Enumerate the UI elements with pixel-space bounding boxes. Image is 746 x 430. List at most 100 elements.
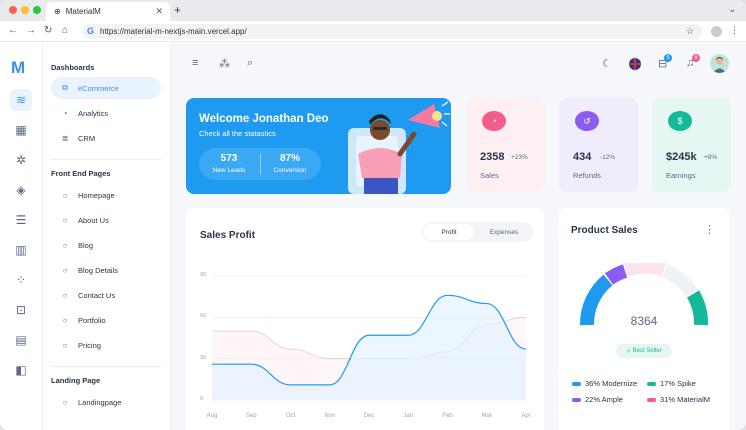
apps-rail-icon[interactable]: ✲ <box>15 153 27 167</box>
sales-label: Sales <box>480 171 499 180</box>
chart-icon: ◔ <box>62 108 68 118</box>
x-tick-label: Oct <box>285 413 296 419</box>
sales-profit-chart <box>211 275 527 401</box>
legend-label: 36% Modernize <box>585 379 638 388</box>
sales-value: 2358 <box>480 151 505 163</box>
circle-icon: ○ <box>62 240 68 250</box>
sidebar-item-analytics[interactable]: ◔ Analytics <box>51 102 161 124</box>
sidebar-item-label: Portfolio <box>78 315 106 325</box>
conversion-label: Conversion <box>273 167 307 174</box>
close-window-button[interactable] <box>9 6 17 14</box>
apps-icon[interactable]: ⁂ <box>219 58 230 70</box>
sidebar-item-label: About Us <box>78 215 109 225</box>
menu-icon[interactable]: ≡ <box>192 57 199 69</box>
widgets-rail-icon[interactable]: ⁘ <box>15 273 27 287</box>
sidebar-item-crm[interactable]: ≣ CRM <box>51 127 161 149</box>
moon-icon[interactable]: ☾ <box>602 58 612 70</box>
bookmark-star-icon[interactable]: ☆ <box>686 26 695 36</box>
sales-card: ◔ 2358 +23% Sales <box>466 98 545 192</box>
charts-rail-icon[interactable]: ▥ <box>15 243 27 257</box>
legend-ample: 22% Ample <box>572 395 623 404</box>
sidebar-toggle-rail-icon[interactable]: ◧ <box>15 363 27 377</box>
layers-icon: ⧉ <box>62 83 68 92</box>
earnings-value: $245k <box>666 151 697 163</box>
x-tick-label: Nov <box>324 413 336 419</box>
reload-icon[interactable]: ↻ <box>44 25 53 36</box>
materialm-logo[interactable]: M <box>11 58 26 77</box>
url-text: https://material-m-nextjs-main.vercel.ap… <box>100 27 247 36</box>
home-icon[interactable]: ⌂ <box>62 25 69 36</box>
welcome-title: Welcome Jonathan Deo <box>199 113 329 125</box>
forward-icon[interactable]: → <box>26 25 36 36</box>
legend-label: 17% Spike <box>660 379 696 388</box>
sidebar-item-contact-us[interactable]: ○ Contact Us <box>51 284 161 306</box>
more-options-icon[interactable]: ⋮ <box>704 224 715 236</box>
new-leads-value: 573 <box>220 153 238 164</box>
best-seller-label: Best Seller <box>632 348 662 354</box>
calendar-rail-icon[interactable]: ▦ <box>15 123 27 137</box>
user-avatar[interactable] <box>710 54 729 73</box>
legend-modernize: 36% Modernize <box>572 379 637 388</box>
welcome-illustration <box>348 101 450 194</box>
legend-label: 31% MaterialM <box>660 395 711 404</box>
minimize-window-button[interactable] <box>21 6 29 14</box>
profile-avatar[interactable] <box>711 26 722 37</box>
sidebar-item-landingpage[interactable]: ○ Landingpage <box>51 391 161 413</box>
profit-series-line <box>211 294 527 386</box>
search-icon[interactable]: ⌕ <box>247 57 254 69</box>
forms-rail-icon[interactable]: ⊡ <box>15 303 27 317</box>
sidebar-item-blog[interactable]: ○ Blog <box>51 234 161 256</box>
bell-icon[interactable]: ♫ <box>686 57 695 69</box>
circle-icon: ○ <box>62 265 68 275</box>
x-tick-label: Aug <box>206 413 218 419</box>
sidebar-item-blog-details[interactable]: ○ Blog Details <box>51 259 161 281</box>
dashboard-rail-icon[interactable]: ≋ <box>10 89 32 111</box>
sidebar: Dashboards ⧉ eCommerce ◔ Analytics ≣ CRM Fr… <box>43 43 171 430</box>
google-icon: G <box>87 26 95 36</box>
new-tab-button[interactable]: + <box>174 3 182 17</box>
sales-profit-title: Sales Profit <box>200 230 256 241</box>
sidebar-item-ecommerce[interactable]: ⧉ eCommerce <box>51 77 161 99</box>
y-tick-label: 30 <box>200 354 207 361</box>
sales-change: +23% <box>511 154 528 161</box>
cart-badge: 5 <box>664 54 672 62</box>
sidebar-heading-dashboards: Dashboards <box>51 63 95 72</box>
tab-bar: ⊕ MaterialM ✕ + ⌄ <box>0 0 746 21</box>
uk-flag-icon[interactable] <box>629 58 641 70</box>
y-tick-label: 0 <box>200 396 204 402</box>
sidebar-divider <box>51 159 161 160</box>
sidebar-item-about-us[interactable]: ○ About Us <box>51 209 161 231</box>
earnings-label: Earnings <box>666 171 696 180</box>
legend-label: 22% Ample <box>585 395 623 404</box>
circle-icon: ○ <box>62 315 68 325</box>
sliders-rail-icon[interactable]: ☰ <box>15 213 27 227</box>
back-icon[interactable]: ← <box>8 25 18 36</box>
url-field[interactable]: G https://material-m-nextjs-main.vercel.… <box>82 24 702 39</box>
circle-icon: ○ <box>62 215 68 225</box>
earnings-change: +8% <box>704 154 718 161</box>
refunds-value: 434 <box>573 151 592 163</box>
x-tick-label: Jan <box>403 413 414 419</box>
close-tab-icon[interactable]: ✕ <box>155 6 163 16</box>
sales-profit-panel: Sales Profit Profit Expenses 90 60 30 0 Aug… <box>186 208 544 430</box>
maximize-window-button[interactable] <box>33 6 41 14</box>
tab-profit[interactable]: Profit <box>424 224 474 240</box>
sidebar-item-label: Contact Us <box>78 290 116 300</box>
tab-search-icon[interactable]: ⌄ <box>728 4 736 14</box>
globe-icon: ⊕ <box>54 7 61 16</box>
sidebar-item-homepage[interactable]: ○ Homepage <box>51 184 161 206</box>
browser-tab[interactable]: ⊕ MaterialM ✕ <box>46 2 170 21</box>
icon-rail: M ≋ ▦ ✲ ◈ ☰ ▥ ⁘ ⊡ ▤ ◧ <box>0 43 43 430</box>
pages-rail-icon[interactable]: ◈ <box>16 183 26 197</box>
tables-rail-icon[interactable]: ▤ <box>15 333 27 347</box>
cart-icon[interactable]: ⊟ <box>658 58 668 70</box>
profit-expenses-toggle: Profit Expenses <box>422 222 533 242</box>
sidebar-item-label: Blog Details <box>78 265 119 275</box>
product-sales-gauge <box>579 263 709 326</box>
sidebar-item-pricing[interactable]: ○ Pricing <box>51 334 161 356</box>
sidebar-item-portfolio[interactable]: ○ Portfolio <box>51 309 161 331</box>
browser-menu-icon[interactable]: ⋮ <box>730 25 739 35</box>
tab-expenses[interactable]: Expenses <box>489 228 519 236</box>
x-tick-label: Sep <box>245 413 257 419</box>
